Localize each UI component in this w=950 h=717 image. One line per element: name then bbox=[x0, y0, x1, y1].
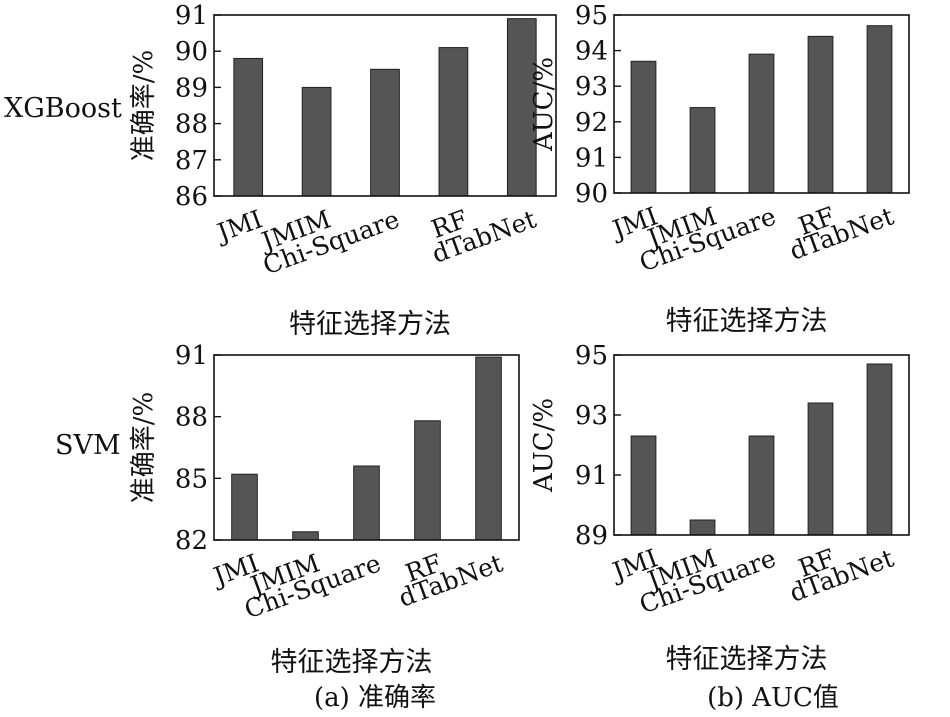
y-tick-label: 90 bbox=[575, 179, 608, 209]
x-axis-title: 特征选择方法 bbox=[271, 647, 433, 678]
y-tick-label: 91 bbox=[575, 143, 608, 173]
row-label-svm: SVM bbox=[55, 430, 121, 461]
y-tick-label: 90 bbox=[175, 37, 208, 67]
bar-rf bbox=[414, 420, 441, 541]
y-axis-title: 准确率/% bbox=[129, 50, 159, 161]
y-tick-label: 89 bbox=[175, 73, 208, 103]
y-tick-label: 95 bbox=[575, 341, 608, 371]
bar-jmi bbox=[630, 435, 657, 536]
caption-a: (a) 准确率 bbox=[314, 683, 436, 713]
plot-frame bbox=[213, 354, 520, 541]
x-axis-title: 特征选择方法 bbox=[666, 644, 828, 675]
bar-dtabnet bbox=[506, 18, 537, 197]
y-tick-label: 87 bbox=[175, 146, 208, 176]
plot-frame bbox=[613, 14, 910, 194]
bar-jmi bbox=[233, 57, 264, 197]
y-tick-label: 85 bbox=[175, 464, 208, 494]
y-tick-label: 92 bbox=[575, 108, 608, 138]
y-tick-label: 95 bbox=[575, 1, 608, 31]
bar-jmi bbox=[630, 60, 657, 194]
y-tick-label: 91 bbox=[175, 341, 208, 371]
x-axis-title: 特征选择方法 bbox=[666, 306, 828, 337]
bar-rf bbox=[807, 35, 834, 194]
bar-dtabnet bbox=[866, 363, 893, 536]
bar-jmim bbox=[301, 86, 332, 197]
bar-chisquare bbox=[748, 435, 775, 536]
caption-b: (b) AUC值 bbox=[707, 683, 839, 713]
y-tick-label: 94 bbox=[575, 37, 608, 67]
bar-jmim bbox=[689, 519, 716, 536]
bar-jmim bbox=[689, 107, 716, 194]
y-tick-label: 89 bbox=[575, 521, 608, 551]
y-tick-label: 93 bbox=[575, 72, 608, 102]
y-tick-label: 93 bbox=[575, 401, 608, 431]
y-tick-label: 91 bbox=[175, 1, 208, 31]
plot-frame bbox=[613, 354, 910, 536]
y-tick-label: 88 bbox=[175, 403, 208, 433]
y-axis-title: 准确率/% bbox=[129, 392, 159, 503]
row-label-xgboost: XGBoost bbox=[4, 93, 122, 124]
bar-rf bbox=[807, 402, 834, 536]
y-tick-label: 91 bbox=[575, 461, 608, 491]
plot-frame bbox=[213, 14, 557, 197]
x-axis-title: 特征选择方法 bbox=[289, 309, 451, 340]
y-tick-label: 88 bbox=[175, 110, 208, 140]
y-axis-title: AUC/% bbox=[529, 398, 559, 493]
y-tick-label: 86 bbox=[175, 182, 208, 212]
bar-chisquare bbox=[353, 465, 380, 541]
bar-chisquare bbox=[748, 53, 775, 194]
bar-chisquare bbox=[370, 68, 400, 197]
bar-dtabnet bbox=[475, 356, 502, 541]
bar-jmim bbox=[292, 531, 319, 541]
x-tick-label: JMI bbox=[211, 204, 266, 248]
y-axis-title: AUC/% bbox=[529, 57, 559, 152]
y-tick-label: 82 bbox=[175, 526, 208, 556]
bar-rf bbox=[438, 47, 469, 197]
bar-dtabnet bbox=[866, 25, 893, 194]
bar-jmi bbox=[231, 473, 258, 541]
